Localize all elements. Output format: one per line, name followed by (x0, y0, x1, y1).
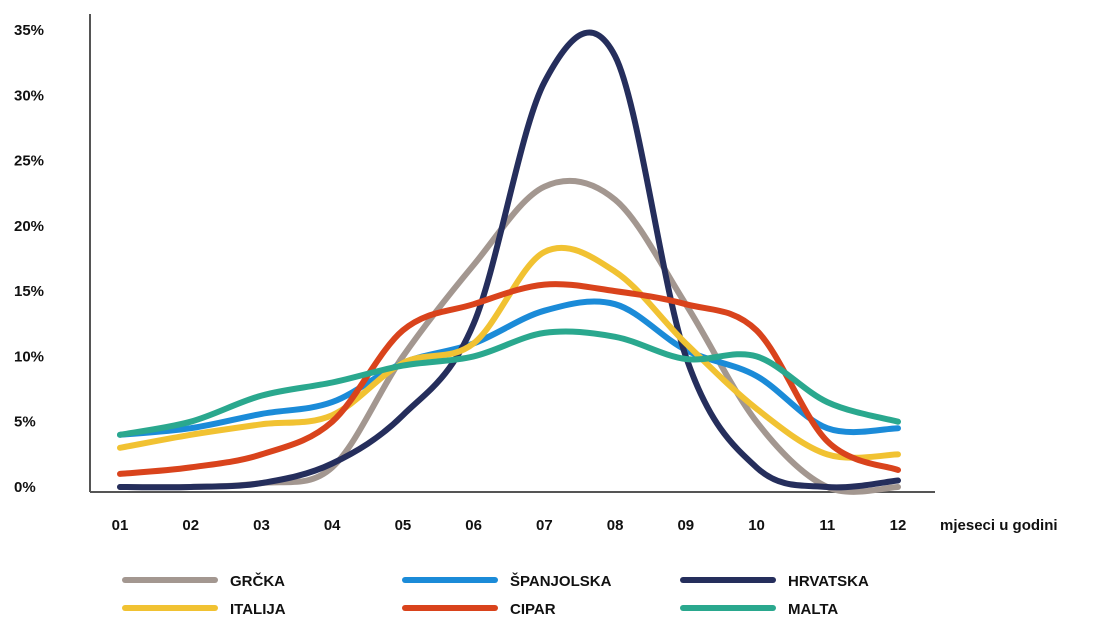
x-tick-label: 10 (748, 517, 765, 534)
y-tick-label: 10% (14, 348, 44, 365)
legend-label: MALTA (788, 601, 838, 618)
y-tick-label: 25% (14, 153, 44, 170)
x-tick-label: 02 (182, 517, 199, 534)
series-line-5 (117, 328, 901, 438)
x-tick-label: 07 (536, 517, 553, 534)
y-tick-label: 15% (14, 283, 44, 300)
legend-label: ITALIJA (230, 601, 286, 618)
x-tick-label: 01 (112, 517, 129, 534)
x-tick-label: 11 (819, 517, 835, 534)
legend-label: ŠPANJOLSKA (510, 572, 612, 590)
y-tick-label: 30% (14, 87, 44, 104)
series-lines (117, 29, 901, 495)
series-line-2 (117, 29, 901, 491)
x-tick-label: 05 (395, 517, 412, 534)
legend-label: CIPAR (510, 601, 556, 618)
x-tick-label: 04 (324, 517, 341, 534)
x-tick-label: 09 (677, 517, 694, 534)
y-tick-labels: 0% 5% 10% 15% 20% 25% 30% 35% (14, 22, 44, 496)
y-tick-label: 20% (14, 218, 44, 235)
legend: GRČKA ŠPANJOLSKA HRVATSKA ITALIJA CIPAR MALTA (122, 572, 869, 618)
legend-label: GRČKA (230, 572, 285, 590)
x-tick-label: 06 (465, 517, 482, 534)
series-line-1 (117, 298, 901, 438)
x-tick-label: 12 (890, 517, 907, 534)
x-tick-label: 03 (253, 517, 270, 534)
y-tick-label: 0% (14, 479, 36, 496)
series-line-3 (117, 244, 901, 461)
series-line-4 (117, 281, 901, 477)
x-tick-label: 08 (607, 517, 624, 534)
legend-label: HRVATSKA (788, 573, 869, 590)
y-tick-label: 5% (14, 414, 36, 431)
y-tick-label: 35% (14, 22, 44, 39)
x-tick-labels: 01 02 03 04 05 06 07 08 09 10 11 12 (112, 517, 907, 534)
x-axis-label: mjeseci u godini (940, 517, 1058, 534)
series-line-0 (117, 177, 901, 495)
